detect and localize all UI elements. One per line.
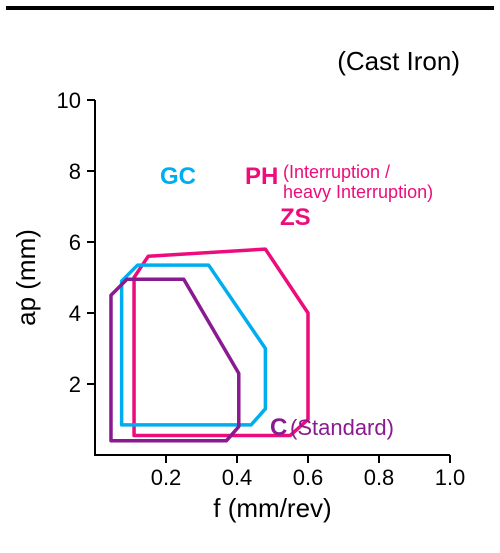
label-zs: ZS <box>280 204 311 231</box>
y-tick-label: 2 <box>69 372 81 397</box>
y-tick-label: 8 <box>69 159 81 184</box>
regions-group <box>111 249 308 441</box>
x-tick-label: 0.8 <box>364 465 395 490</box>
top-rule <box>6 6 494 10</box>
y-tick-label: 6 <box>69 230 81 255</box>
x-tick-label: 0.4 <box>222 465 253 490</box>
y-tick-label: 4 <box>69 301 81 326</box>
label-c: C <box>270 414 287 441</box>
chart-title: (Cast Iron) <box>337 46 460 76</box>
y-axis-label: ap (mm) <box>11 229 41 326</box>
label-gc: GC <box>160 163 196 190</box>
label-ph: PH <box>245 163 278 190</box>
y-tick-label: 10 <box>57 88 81 113</box>
axes <box>95 100 450 455</box>
label-heavyinterruption: heavy Interruption) <box>283 182 433 202</box>
x-tick-label: 1.0 <box>435 465 466 490</box>
label-standard: (Standard) <box>290 415 394 440</box>
x-tick-label: 0.6 <box>293 465 324 490</box>
region-c <box>111 279 239 441</box>
x-tick-label: 0.2 <box>151 465 182 490</box>
chart-svg: 0.2 0.4 0.6 0.8 1.0 2 4 6 8 10 GC PH(Interruption … <box>0 0 500 553</box>
region-gc <box>122 265 266 425</box>
annotations: GC PH(Interruption /heavy Interruption)ZS… <box>160 162 433 441</box>
label-interruption: (Interruption / <box>283 162 390 182</box>
x-axis-label: f (mm/rev) <box>213 493 331 523</box>
